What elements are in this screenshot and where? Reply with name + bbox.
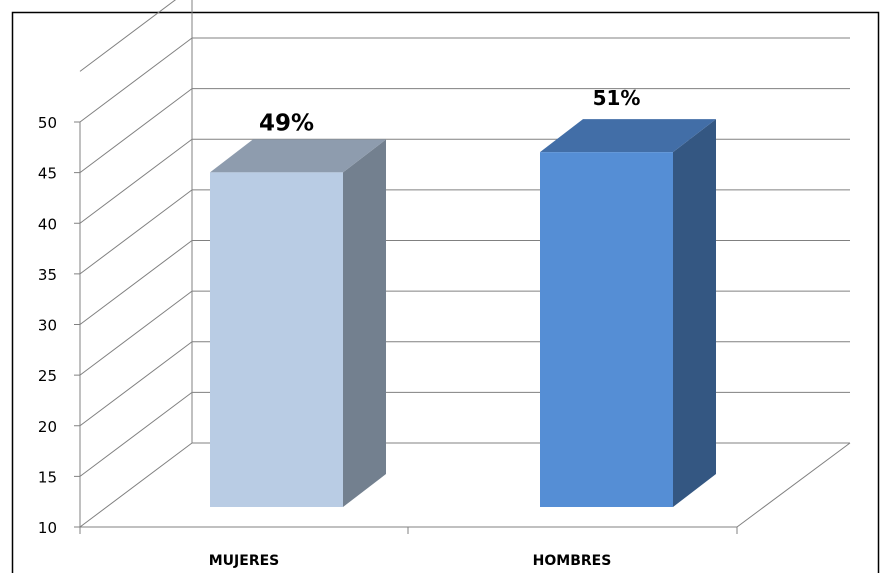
- x-axis-labels: MUJERES HOMBRES: [209, 553, 612, 569]
- y-tick-label: 10: [38, 519, 57, 537]
- x-tick-label: HOMBRES: [533, 553, 612, 569]
- bar-side: [343, 139, 386, 507]
- y-tick-label: 20: [38, 418, 57, 436]
- y-tick-label: 25: [38, 367, 57, 385]
- y-tick-label: 50: [38, 114, 57, 132]
- y-tick-label: 35: [38, 266, 57, 284]
- side-gridline: [79, 240, 193, 325]
- bar-front: [210, 172, 343, 507]
- side-gridline: [79, 37, 193, 123]
- side-gridline: [79, 189, 193, 275]
- side-gridline: [79, 138, 193, 224]
- y-tick-label: 40: [38, 215, 57, 233]
- chart-border: [11, 11, 880, 578]
- bars: 49% 51%: [210, 86, 716, 507]
- y-tick-label: 30: [38, 317, 57, 335]
- bar-mujeres: [210, 139, 386, 507]
- floor-right-edge: [736, 442, 851, 528]
- y-tick-label: 45: [38, 165, 57, 183]
- side-gridline: [79, 88, 193, 174]
- bar-top: [210, 139, 386, 173]
- side-gridline: [79, 341, 193, 427]
- side-gridline: [79, 391, 193, 477]
- data-label: 51%: [593, 86, 641, 110]
- data-label: 49%: [259, 110, 314, 136]
- side-gridline: [79, 290, 193, 376]
- bar-front: [540, 152, 673, 507]
- bar-hombres: [540, 119, 716, 507]
- side-gridline: [79, 0, 176, 72]
- bar-top: [540, 119, 716, 153]
- side-gridline: [79, 442, 193, 528]
- x-tick-label: MUJERES: [209, 553, 280, 569]
- bar-side: [673, 119, 716, 507]
- y-tick-label: 15: [38, 468, 57, 486]
- y-axis-ticks: 10 15 20 25 30 35 40 45 50: [38, 114, 80, 537]
